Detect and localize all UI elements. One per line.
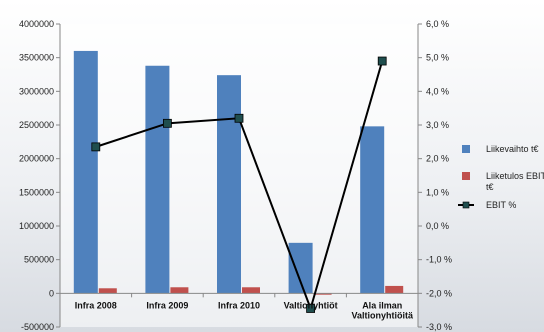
ebit-percent-marker <box>306 304 316 313</box>
right-axis-tick-label: 2,0 % <box>426 154 449 164</box>
bar-liikevaihto <box>145 65 170 294</box>
bar-liikevaihto <box>217 75 241 294</box>
category-label: Infra 2009 <box>146 300 188 310</box>
ebit-percent-marker <box>377 56 387 66</box>
category-label: Infra 2010 <box>218 300 260 310</box>
legend-marker-swatch <box>462 201 470 209</box>
ebit-percent-marker <box>162 118 172 128</box>
bar-ebit <box>242 287 260 294</box>
right-axis-tick-label: 0,0 % <box>426 221 449 231</box>
category-label: Infra 2008 <box>75 300 117 310</box>
right-axis-tick-label: 5,0 % <box>426 53 449 63</box>
right-axis-tick-label: -1,0 % <box>426 255 452 265</box>
left-axis-tick-label: 1000000 <box>19 221 54 231</box>
category-label: Valtionyhtiöitä <box>351 310 414 320</box>
left-axis-tick-label: 2000000 <box>19 154 54 164</box>
bar-ebit <box>385 285 404 294</box>
right-axis-tick-label: 4,0 % <box>426 86 449 96</box>
right-axis-tick-label: 3,0 % <box>426 120 449 130</box>
legend-label: Liikevaihto t€ <box>486 144 539 154</box>
bar-ebit <box>313 293 332 295</box>
legend-swatch <box>462 145 470 153</box>
bar-liikevaihto <box>360 126 385 294</box>
left-axis-tick-label: 0 <box>49 288 54 298</box>
legend-label: Liiketulos EBIT <box>486 171 544 181</box>
legend-swatch <box>462 172 470 180</box>
left-axis-tick-label: 500000 <box>24 255 54 265</box>
right-axis-tick-label: -3,0 % <box>426 322 452 332</box>
bar-ebit <box>98 288 117 294</box>
left-axis-tick-label: 2500000 <box>19 120 54 130</box>
bar-liikevaihto <box>288 242 313 294</box>
bar-ebit <box>170 287 189 294</box>
left-axis-tick-label: 1500000 <box>19 187 54 197</box>
left-axis-tick-label: 3500000 <box>19 53 54 63</box>
left-axis-tick-label: 3000000 <box>19 86 54 96</box>
legend-label: EBIT % <box>486 200 516 210</box>
category-label: Ala ilman <box>362 300 402 310</box>
right-axis-tick-label: 1,0 % <box>426 187 449 197</box>
right-axis-tick-label: 6,0 % <box>426 19 449 29</box>
category-label: Valtionyhtiöt <box>284 300 338 310</box>
right-axis-tick-label: -2,0 % <box>426 288 452 298</box>
legend-label: t€ <box>486 182 494 192</box>
bar-liikevaihto <box>73 50 98 294</box>
ebit-percent-marker <box>234 113 244 123</box>
ebit-percent-marker <box>91 142 101 152</box>
left-axis-tick-label: 4000000 <box>19 19 54 29</box>
left-axis-tick-label: -500000 <box>21 322 54 332</box>
